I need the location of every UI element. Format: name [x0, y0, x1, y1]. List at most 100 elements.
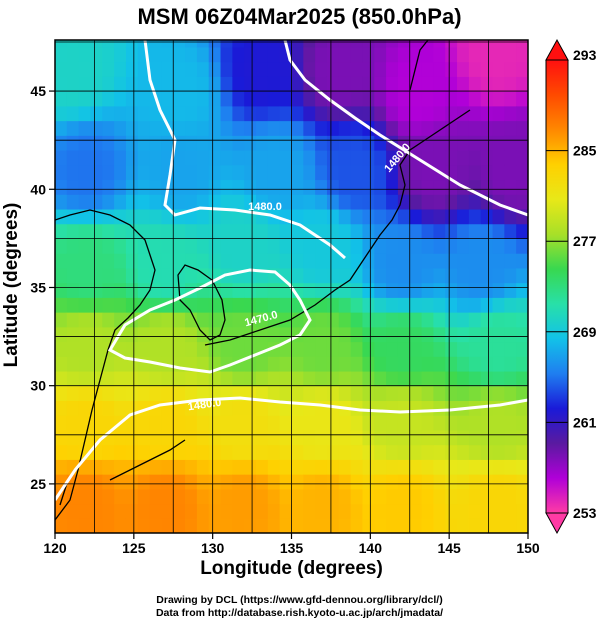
heat-cell	[480, 267, 494, 284]
heat-cell	[55, 194, 68, 210]
heat-cell	[279, 400, 293, 416]
heat-cell	[90, 105, 103, 122]
heat-cell	[149, 415, 163, 431]
heat-cell	[173, 312, 186, 328]
heat-cell	[244, 474, 257, 490]
heat-cell	[208, 282, 222, 298]
heat-cell	[421, 208, 434, 225]
heat-cell	[267, 385, 281, 402]
heat-cell	[232, 282, 245, 298]
heat-cell	[66, 518, 80, 533]
heat-cell	[397, 61, 411, 77]
heat-cell	[397, 267, 411, 284]
heat-cell	[220, 488, 233, 505]
heat-cell	[409, 253, 423, 269]
heat-cell	[137, 76, 151, 92]
heat-cell	[137, 91, 151, 107]
heat-cell	[196, 238, 210, 254]
heat-cell	[433, 253, 446, 269]
heat-cell	[433, 76, 446, 92]
heat-cell	[480, 415, 494, 431]
heat-cell	[492, 415, 505, 431]
heat-cell	[350, 253, 364, 269]
heat-cell	[291, 415, 304, 431]
heat-cell	[468, 488, 482, 505]
heat-cell	[445, 370, 458, 387]
heat-cell	[421, 194, 434, 210]
heat-cell	[244, 312, 257, 328]
heat-cell	[516, 267, 528, 284]
heat-cell	[267, 518, 281, 533]
heat-cell	[78, 135, 92, 151]
heat-cell	[102, 297, 115, 313]
heat-cell	[55, 267, 68, 284]
heat-cell	[279, 385, 293, 402]
heat-cell	[149, 223, 163, 239]
y-tick-label: 45	[30, 83, 46, 99]
heat-cell	[185, 518, 198, 533]
heat-cell	[374, 503, 387, 519]
heat-cell	[445, 474, 458, 490]
heat-cell	[291, 518, 304, 533]
heat-cell	[196, 459, 210, 475]
heat-cell	[421, 312, 434, 328]
heat-cell	[492, 385, 505, 402]
heat-cell	[208, 238, 222, 254]
heat-cell	[397, 444, 411, 460]
heat-cell	[185, 135, 198, 151]
heat-cell	[244, 194, 257, 210]
heat-cell	[445, 208, 458, 225]
heat-cell	[362, 341, 375, 357]
heat-cell	[397, 46, 411, 63]
heat-cell	[90, 488, 103, 505]
heat-cell	[504, 370, 517, 387]
heat-cell	[244, 326, 257, 343]
heat-cell	[397, 223, 411, 239]
heat-cell	[66, 503, 80, 519]
heat-cell	[480, 208, 494, 225]
heat-cell	[504, 312, 517, 328]
heat-cell	[196, 341, 210, 357]
heat-cell	[66, 40, 80, 48]
heat-cell	[114, 76, 127, 92]
heat-cell	[386, 267, 399, 284]
heat-cell	[173, 46, 186, 63]
heat-cell	[445, 312, 458, 328]
heat-cell	[232, 253, 245, 269]
heat-cell	[244, 105, 257, 122]
heat-cell	[326, 135, 340, 151]
heat-cell	[468, 164, 482, 181]
heat-cell	[338, 149, 352, 166]
heat-cell	[161, 326, 174, 343]
heat-cell	[125, 444, 139, 460]
heat-cell	[114, 297, 127, 313]
heat-cell	[114, 370, 127, 387]
heat-cell	[457, 238, 470, 254]
heat-cell	[125, 488, 139, 505]
heat-cell	[220, 164, 233, 181]
heat-cell	[492, 282, 505, 298]
heat-cell	[66, 135, 80, 151]
heat-cell	[445, 91, 458, 107]
heat-cell	[433, 488, 446, 505]
heat-cell	[137, 488, 151, 505]
heat-cell	[504, 444, 517, 460]
heat-cell	[196, 179, 210, 195]
heat-cell	[397, 253, 411, 269]
heat-cell	[421, 297, 434, 313]
heat-cell	[66, 267, 80, 284]
heat-cell	[90, 179, 103, 195]
heat-cell	[267, 46, 281, 63]
heat-cell	[468, 429, 482, 446]
heat-cell	[161, 488, 174, 505]
heat-cell	[397, 488, 411, 505]
heat-cell	[185, 164, 198, 181]
heat-cell	[102, 385, 115, 402]
heat-cell	[114, 488, 127, 505]
heat-cell	[421, 253, 434, 269]
heat-cell	[492, 444, 505, 460]
heat-cell	[244, 356, 257, 372]
heat-cell	[267, 76, 281, 92]
heat-cell	[196, 312, 210, 328]
